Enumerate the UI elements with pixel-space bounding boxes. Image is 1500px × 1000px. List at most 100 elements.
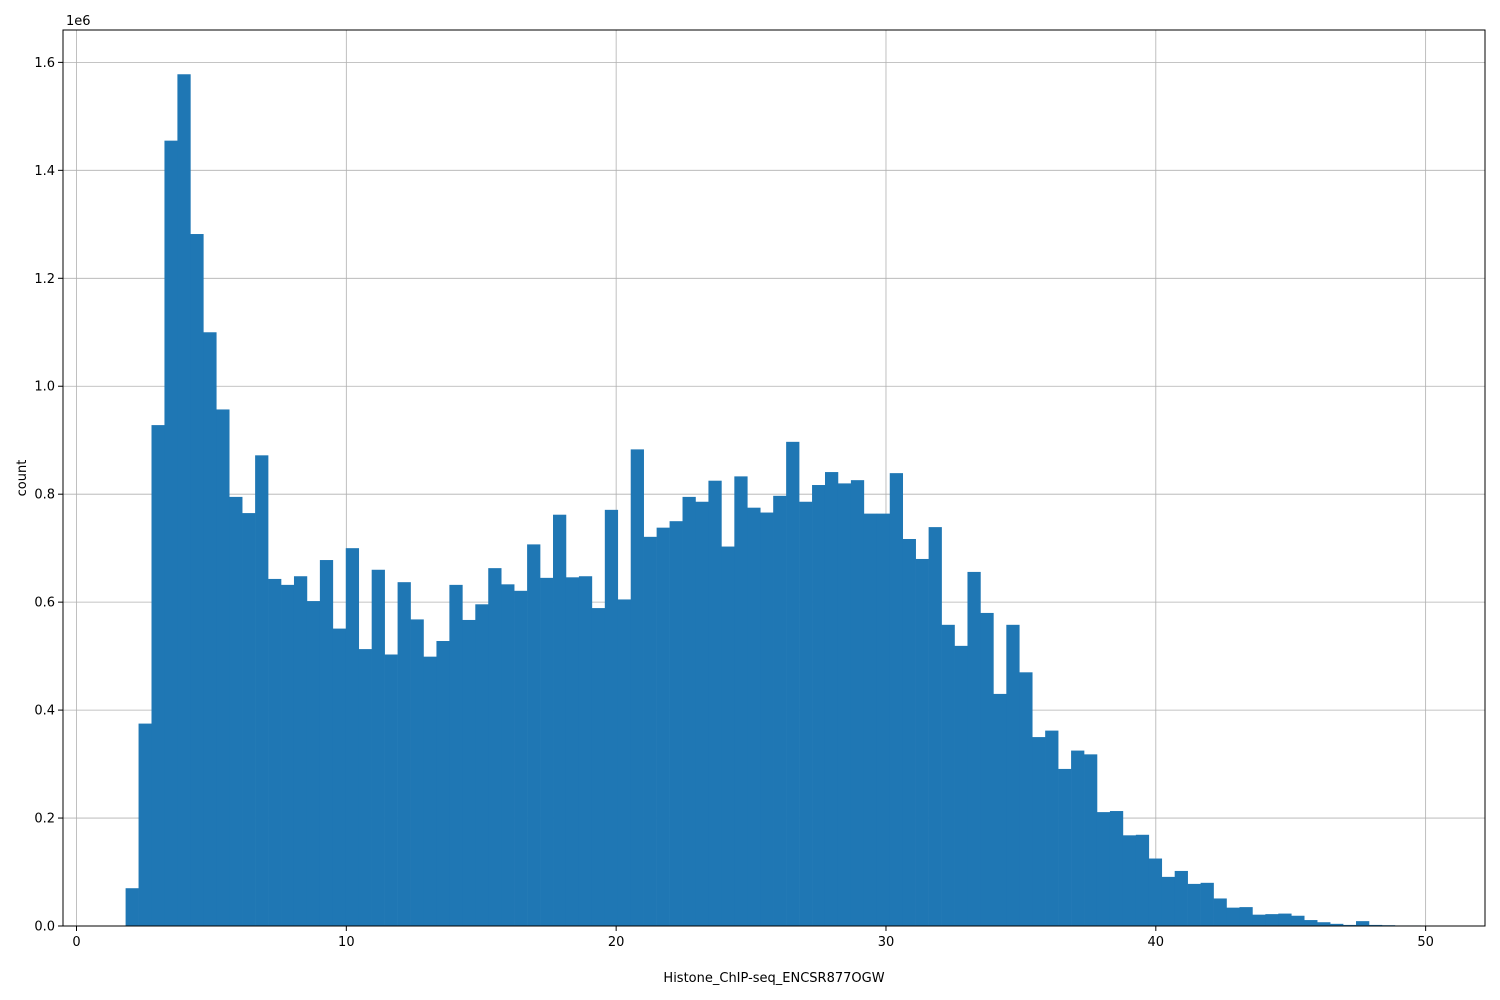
histogram-bar <box>319 560 334 926</box>
histogram-bar <box>1356 921 1370 926</box>
histogram-bar <box>125 888 139 926</box>
histogram-bar <box>993 693 1007 926</box>
histogram-bar <box>928 527 942 926</box>
histogram-bar <box>902 538 916 926</box>
histogram-bar <box>371 569 385 926</box>
histogram-bar <box>954 645 968 926</box>
x-tick-label: 30 <box>878 935 895 950</box>
histogram-bar <box>475 604 489 926</box>
histogram-bar <box>281 584 295 926</box>
histogram-bar <box>1135 834 1150 926</box>
histogram-bar <box>773 495 787 926</box>
histogram-bar <box>824 472 839 926</box>
x-tick-label: 50 <box>1417 935 1434 950</box>
histogram-bar <box>941 624 955 926</box>
x-tick-label: 0 <box>72 935 80 950</box>
histogram-bar <box>682 496 696 926</box>
x-tick-label: 10 <box>338 935 355 950</box>
histogram-bar <box>1213 898 1227 926</box>
histogram-bar <box>164 140 178 926</box>
histogram-bar <box>1019 672 1033 926</box>
x-tick-label: 40 <box>1148 935 1165 950</box>
histogram-bar <box>384 654 398 926</box>
histogram-bar <box>514 590 528 926</box>
histogram-bar <box>1368 924 1383 926</box>
y-tick-label: 1.0 <box>34 380 55 395</box>
y-tick-label: 0.6 <box>34 596 55 611</box>
histogram-bar <box>1006 624 1020 926</box>
histogram-bar <box>1291 915 1305 926</box>
histogram-bar <box>255 455 269 926</box>
histogram-bar <box>293 576 308 926</box>
histogram-bar <box>1045 730 1059 926</box>
histogram-bar <box>876 513 891 926</box>
y-tick-label: 1.4 <box>34 164 55 179</box>
histogram-bar <box>967 571 981 926</box>
histogram-bar <box>708 480 722 926</box>
histogram-bar <box>1226 907 1240 926</box>
histogram-bar <box>527 544 541 926</box>
histogram-bar <box>1148 858 1163 926</box>
y-tick-label: 0.2 <box>34 812 55 827</box>
histogram-bars <box>125 74 1422 927</box>
histogram-bar <box>358 649 372 926</box>
histogram-bar <box>306 601 321 926</box>
histogram-bar <box>734 476 748 926</box>
histogram-bar <box>591 608 606 926</box>
histogram-bar <box>488 568 502 926</box>
histogram-bar <box>203 332 217 927</box>
y-tick-label: 1.2 <box>34 272 55 287</box>
histogram-bar <box>332 628 347 926</box>
y-axis-offset-text: 1e6 <box>66 14 91 29</box>
histogram-bar <box>863 513 878 926</box>
histogram-bar <box>1265 914 1279 926</box>
histogram-bar <box>345 548 360 926</box>
histogram-bar <box>449 584 463 926</box>
histogram-bar <box>1317 922 1331 926</box>
y-tick-label: 0.8 <box>34 488 55 503</box>
histogram-bar <box>604 509 619 926</box>
histogram-bar <box>1032 737 1046 926</box>
histogram-bar <box>540 577 554 926</box>
histogram-bar <box>397 582 411 926</box>
x-axis-ticks: 0 10 20 30 40 50 <box>72 926 1434 950</box>
histogram-bar <box>462 619 476 926</box>
y-tick-label: 0.4 <box>34 704 55 719</box>
histogram-bar <box>669 521 683 926</box>
y-axis-ticks: 0.0 0.2 0.4 0.6 0.8 1.0 1.2 1.4 1.6 <box>34 56 63 935</box>
histogram-bar <box>1096 812 1111 926</box>
histogram-bar <box>1071 750 1085 926</box>
histogram-bar <box>889 473 904 926</box>
histogram-bar <box>1304 920 1318 926</box>
histogram-bar <box>760 512 774 926</box>
x-tick-label: 20 <box>608 935 625 950</box>
histogram-bar <box>812 485 826 926</box>
histogram-bar <box>799 501 813 926</box>
histogram-bar <box>565 577 580 926</box>
histogram-bar <box>1109 811 1124 926</box>
y-tick-label: 1.6 <box>34 56 55 71</box>
histogram-bar <box>410 619 424 926</box>
histogram-bar <box>915 558 929 926</box>
histogram-bar <box>1252 914 1266 926</box>
histogram-bar <box>190 234 204 926</box>
histogram-bar <box>1343 924 1357 926</box>
histogram-bar <box>177 74 191 926</box>
histogram-bar <box>786 441 800 926</box>
histogram-bar <box>578 576 593 926</box>
histogram-bar <box>747 507 761 926</box>
histogram-bar <box>695 501 709 926</box>
histogram-bar <box>1278 913 1292 926</box>
x-axis-label: Histone_ChIP-seq_ENCSR877OGW <box>663 971 884 986</box>
plot-frame <box>62 29 1486 927</box>
histogram-bar <box>1084 754 1098 926</box>
histogram-bar <box>980 612 994 926</box>
histogram-bar <box>423 656 437 926</box>
histogram-bar <box>643 536 657 926</box>
histogram-bar <box>656 527 670 926</box>
histogram-bar <box>1122 835 1137 926</box>
histogram-bar <box>138 723 152 926</box>
histogram-bar <box>242 513 256 926</box>
histogram-bar <box>553 514 567 926</box>
